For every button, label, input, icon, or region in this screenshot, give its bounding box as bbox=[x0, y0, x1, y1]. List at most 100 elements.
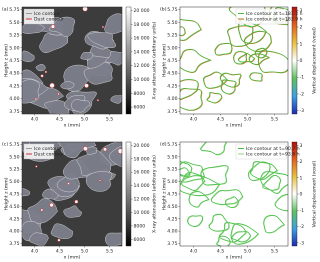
contour-line bbox=[180, 87, 203, 111]
y-tick-label: 5.00 bbox=[9, 45, 19, 51]
ice-region bbox=[83, 62, 113, 85]
contour-line bbox=[180, 79, 199, 100]
dust-particle bbox=[96, 99, 100, 102]
contour-line bbox=[180, 18, 202, 41]
ice-region bbox=[85, 146, 98, 156]
y-tick-label: 5.50 bbox=[167, 154, 177, 160]
dust-particle bbox=[35, 165, 38, 168]
x-axis-label: x (mm) bbox=[226, 123, 243, 129]
y-tick-label: 4.00 bbox=[9, 96, 19, 102]
colorbar-tick-label: 2 bbox=[300, 25, 303, 31]
contour-line bbox=[187, 215, 203, 227]
colorbar-tick-label: 20 000 bbox=[134, 8, 150, 14]
plot-area bbox=[180, 142, 288, 246]
contour-line bbox=[200, 165, 229, 186]
y-tick-label: 3.75 bbox=[167, 109, 177, 115]
contour-line bbox=[211, 189, 244, 206]
contour-line bbox=[227, 25, 254, 47]
colorbar-tick-label: -1 bbox=[300, 75, 305, 81]
y-tick-label: 5.00 bbox=[9, 179, 19, 185]
x-tick-label: 4.0 bbox=[31, 117, 38, 123]
x-tick-label: 5.5 bbox=[271, 117, 278, 123]
colorbar bbox=[291, 6, 298, 115]
y-tick-label: 5.75 bbox=[167, 7, 177, 13]
panel-label: (d) bbox=[160, 142, 167, 148]
legend-box bbox=[23, 8, 55, 25]
y-axis-label: Height z (mm) bbox=[162, 177, 168, 210]
colorbar-tick-label: 16 000 bbox=[134, 170, 150, 176]
ice-region bbox=[22, 188, 30, 197]
ice-region bbox=[35, 64, 46, 72]
contour-line bbox=[180, 79, 199, 101]
colorbar-tick-label: 10 000 bbox=[134, 77, 150, 83]
contour-line bbox=[230, 223, 259, 245]
y-tick-label: 4.50 bbox=[167, 71, 177, 77]
colorbar-tick-label: -1 bbox=[300, 208, 305, 214]
contour-line bbox=[232, 50, 247, 65]
contour-line bbox=[200, 142, 227, 155]
x-axis-label: x (mm) bbox=[64, 123, 81, 129]
x-axis-label: x (mm) bbox=[226, 255, 243, 261]
dust-particle bbox=[84, 83, 89, 88]
y-tick-label: 3.75 bbox=[9, 241, 19, 247]
contour-line bbox=[210, 189, 244, 205]
contour-line bbox=[257, 50, 288, 73]
y-tick-label: 4.75 bbox=[167, 58, 177, 64]
y-tick-label: 5.75 bbox=[167, 142, 177, 148]
ice-region bbox=[80, 52, 94, 61]
colorbar-tick-label: 20 000 bbox=[134, 143, 150, 149]
contour-line bbox=[249, 53, 271, 66]
ice-region bbox=[104, 13, 122, 35]
colorbar-tick-label: 0 bbox=[300, 58, 303, 64]
dust-particle bbox=[50, 24, 56, 29]
contour-line bbox=[187, 215, 204, 228]
contour-line bbox=[208, 213, 230, 232]
x-tick-label: 5.0 bbox=[244, 117, 251, 123]
colorbar-tick-label: 14 000 bbox=[134, 183, 150, 189]
contour-line bbox=[263, 214, 285, 234]
ice-region bbox=[22, 50, 35, 62]
dust-particle bbox=[57, 238, 61, 242]
ice-region bbox=[29, 232, 49, 246]
dust-particle bbox=[49, 82, 55, 89]
y-axis-label: Height z (mm) bbox=[162, 44, 168, 77]
dust-particle bbox=[44, 70, 48, 74]
y-tick-label: 5.25 bbox=[167, 33, 177, 39]
y-tick-label: 4.00 bbox=[167, 96, 177, 102]
ice-region bbox=[87, 32, 116, 48]
y-tick-label: 5.50 bbox=[167, 20, 177, 26]
contour-line bbox=[214, 42, 233, 56]
contour-line bbox=[275, 194, 288, 212]
contour-line bbox=[237, 52, 255, 63]
y-tick-label: 5.00 bbox=[167, 45, 177, 51]
y-tick-label: 4.50 bbox=[167, 204, 177, 210]
y-tick-label: 4.50 bbox=[9, 204, 19, 210]
y-tick-label: 3.75 bbox=[167, 241, 177, 247]
contour-line bbox=[262, 174, 281, 191]
colorbar-label: Vertical displacement (voxel) bbox=[312, 160, 318, 227]
y-tick-label: 4.25 bbox=[167, 216, 177, 222]
x-tick-label: 4.5 bbox=[217, 249, 224, 255]
colorbar-tick-label: 6000 bbox=[134, 237, 146, 243]
x-tick-label: 5.0 bbox=[81, 117, 88, 123]
dust-particle bbox=[57, 92, 60, 96]
y-tick-label: 4.00 bbox=[167, 229, 177, 235]
dust-particle bbox=[40, 74, 44, 78]
dust-particle bbox=[40, 208, 44, 212]
colorbar-tick-label: 14 000 bbox=[134, 49, 150, 55]
contour-line bbox=[248, 53, 270, 65]
y-tick-label: 3.75 bbox=[9, 109, 19, 115]
colorbar-tick-label: 3 bbox=[300, 8, 303, 14]
contour-line bbox=[180, 167, 191, 178]
ice-region bbox=[48, 16, 76, 38]
x-tick-label: 4.5 bbox=[217, 117, 224, 123]
colorbar-tick-label: -2 bbox=[300, 224, 305, 230]
ice-region bbox=[71, 99, 91, 113]
ice-region bbox=[57, 142, 97, 159]
contour-line bbox=[260, 170, 288, 194]
colorbar-tick-label: -3 bbox=[300, 240, 305, 246]
x-tick-label: 5.0 bbox=[244, 249, 251, 255]
dust-particle bbox=[82, 7, 88, 12]
colorbar bbox=[125, 141, 132, 247]
